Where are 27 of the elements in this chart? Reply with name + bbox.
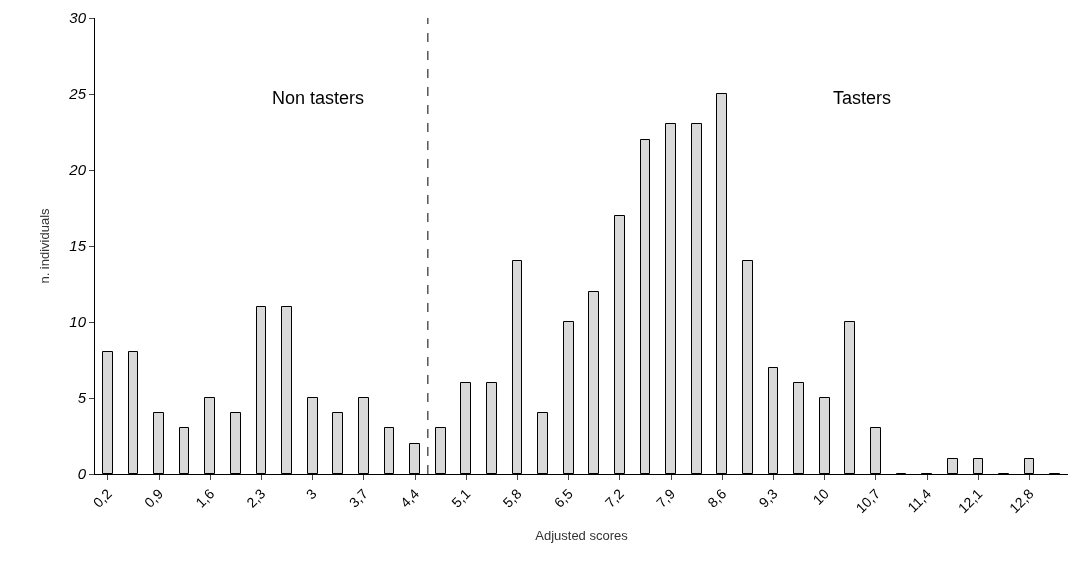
annotation: Non tasters [272, 88, 365, 108]
y-tick-label: 30 [69, 9, 87, 27]
x-tick-label: 8,6 [704, 485, 730, 511]
x-tick-label: 5,1 [448, 485, 474, 511]
x-axis-title: Adjusted scores [535, 527, 629, 543]
x-tick-label: 0,9 [141, 485, 167, 511]
x-tick-label: 3,7 [345, 485, 372, 511]
x-tick-label: 3 [302, 485, 320, 503]
x-tick-label: 10 [809, 485, 832, 508]
y-tick-label: 5 [77, 389, 87, 407]
y-tick-label: 15 [69, 237, 87, 255]
x-tick-label: 7,9 [653, 485, 679, 511]
x-tick-label: 7,2 [601, 485, 628, 511]
x-tick-label: 6,5 [550, 485, 576, 511]
x-tick-label: 2,3 [243, 485, 269, 511]
x-tick-label: 0,2 [89, 485, 116, 511]
x-tick-label: 4,4 [397, 485, 423, 511]
x-tick-label: 12,1 [954, 485, 986, 517]
annotation: Tasters [833, 88, 892, 108]
x-tick-label: 9,3 [755, 485, 781, 511]
y-tick-label: 25 [68, 85, 87, 103]
y-tick-label: 20 [68, 161, 87, 179]
x-tick-label: 1,6 [192, 485, 218, 511]
x-tick-label: 5,8 [499, 485, 525, 511]
y-tick-label: 0 [77, 465, 87, 483]
y-axis-title: n. individuals [37, 207, 53, 284]
y-tick-label: 10 [69, 313, 87, 331]
